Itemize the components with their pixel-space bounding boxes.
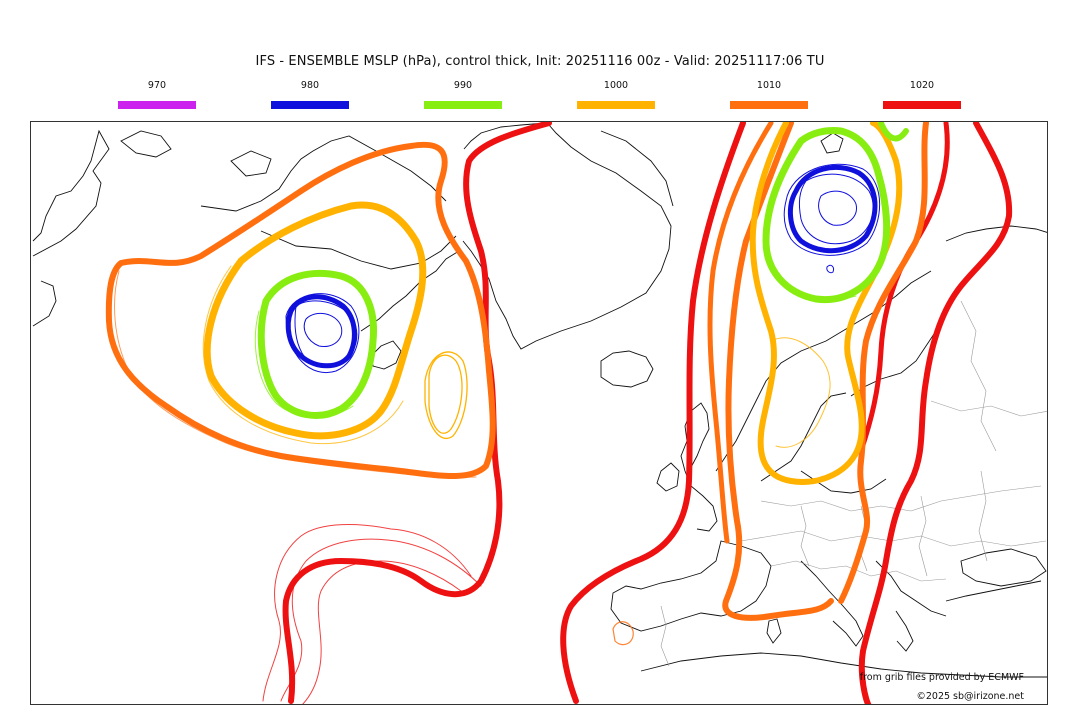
legend-item-970: 970 xyxy=(118,80,196,109)
isobar-1010-right-a xyxy=(722,122,834,621)
legend-swatch-1020 xyxy=(883,101,961,109)
coast-newfoundland xyxy=(370,340,402,370)
border xyxy=(918,495,928,577)
isobar-980-right-inner xyxy=(818,190,857,226)
border xyxy=(930,400,1047,417)
isobar-1020-left-spread xyxy=(280,538,482,702)
coastlines xyxy=(32,122,1047,678)
isobar-1010-right-b xyxy=(838,122,929,604)
isobar-1020-left-spread xyxy=(262,524,472,702)
legend-swatch-1010 xyxy=(730,101,808,109)
isobar-980 xyxy=(285,163,881,373)
coast-svalbard xyxy=(820,132,844,154)
legend-label: 1000 xyxy=(603,80,629,91)
isobar-990-right-spread xyxy=(766,150,857,301)
legend-item-1000: 1000 xyxy=(577,80,655,109)
coast-canada-islands xyxy=(120,130,172,158)
coast-sweden xyxy=(760,392,847,482)
isobar-1020 xyxy=(262,122,1013,704)
isobar-990-left-spread xyxy=(254,310,354,418)
isobar-map xyxy=(32,122,1047,704)
coast-labrador-sea xyxy=(360,250,460,332)
coast-labrador-canada xyxy=(32,129,110,257)
isobar-980-left-spread xyxy=(285,293,360,373)
legend-item-980: 980 xyxy=(271,80,349,109)
isobar-1000-left-spread xyxy=(202,265,404,445)
legend-item-990: 990 xyxy=(424,80,502,109)
map-panel xyxy=(30,121,1048,705)
legend-label: 970 xyxy=(147,80,167,91)
isobar-1010-right-c xyxy=(707,122,774,544)
coast-black-sea xyxy=(960,548,1047,587)
legend-swatch-970 xyxy=(118,101,196,109)
coast-greenland xyxy=(462,124,672,350)
coast-north-africa xyxy=(640,652,1047,678)
coast-canada-island-2 xyxy=(230,150,272,177)
legend-swatch-990 xyxy=(424,101,502,109)
coast-italy xyxy=(800,560,864,647)
coast-baffin xyxy=(200,135,447,212)
legend-label: 1010 xyxy=(756,80,782,91)
isobar-1020-left-thick xyxy=(282,122,552,704)
isobar-1010-left xyxy=(105,141,496,479)
border xyxy=(978,470,988,562)
border xyxy=(800,505,810,567)
coast-hudson-bay xyxy=(32,280,57,327)
isobar-1020-right-b xyxy=(858,122,1013,704)
isobar-1010 xyxy=(105,122,929,646)
coast-turkey xyxy=(945,580,1042,602)
isobar-990-right-top xyxy=(878,122,909,142)
isobar-1010-iberia xyxy=(612,621,634,646)
border xyxy=(960,300,997,452)
isobar-1000-right xyxy=(749,122,903,485)
coast-europe-west xyxy=(610,540,772,632)
isobar-980-right-small xyxy=(826,264,834,274)
isobar-990-left xyxy=(257,270,378,419)
border xyxy=(660,605,670,667)
isobar-980-right-spread xyxy=(783,163,881,256)
coast-baffin-east xyxy=(260,230,457,270)
legend-swatch-1000 xyxy=(577,101,655,109)
coast-arctic-russia xyxy=(945,225,1047,242)
isobar-1020-right-a xyxy=(560,122,746,704)
isobar-1010-left-spread xyxy=(114,270,477,478)
isobar-980-left xyxy=(285,294,357,369)
isobar-980-right xyxy=(787,164,878,254)
legend-item-1020: 1020 xyxy=(883,80,961,109)
isobar-980-right-spread xyxy=(798,173,874,245)
coast-finland xyxy=(850,330,937,397)
coast-sardinia xyxy=(766,618,782,644)
isobar-1020-left-spread xyxy=(302,560,462,704)
isobar-980-left-inner xyxy=(303,312,343,348)
legend-label: 1020 xyxy=(909,80,935,91)
legend-swatch-980 xyxy=(271,101,349,109)
coast-greenland-west xyxy=(463,122,547,150)
isobar-1000-small xyxy=(428,354,463,434)
legend-label: 990 xyxy=(453,80,473,91)
coast-norway xyxy=(715,270,932,472)
coast-greenland-ne xyxy=(600,130,674,207)
isobar-1000-left xyxy=(203,201,427,440)
border xyxy=(770,560,947,582)
isobars xyxy=(105,122,1013,704)
isobar-990 xyxy=(254,122,909,419)
isobar-1000-right-spread xyxy=(770,337,831,448)
isobar-1000-small xyxy=(424,351,468,439)
isobar-1020-right-c xyxy=(858,122,950,454)
coast-balkans xyxy=(875,560,947,617)
chart-title: IFS - ENSEMBLE MSLP (hPa), control thick… xyxy=(255,54,825,69)
legend-label: 980 xyxy=(300,80,320,91)
coast-greece xyxy=(895,610,914,652)
isobar-990-right xyxy=(762,127,891,304)
coast-iceland xyxy=(600,350,654,388)
data-source-credit: from grib files provided by ECMWF xyxy=(859,672,1024,683)
isobar-1000 xyxy=(202,122,903,485)
isobar-980-left-spread xyxy=(294,300,358,368)
legend-item-1010: 1010 xyxy=(730,80,808,109)
copyright-credit: ©2025 sb@irizone.net xyxy=(916,691,1024,702)
coast-ireland xyxy=(656,462,680,492)
